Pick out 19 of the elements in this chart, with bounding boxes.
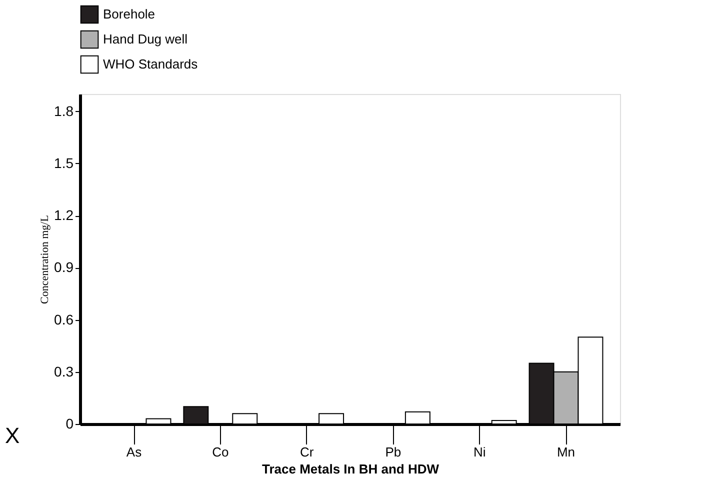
x-axis-title: Trace Metals In BH and HDW <box>262 462 440 476</box>
y-tick-label: 0.9 <box>54 259 74 276</box>
text: X <box>5 423 20 448</box>
y-tick-label: 1.5 <box>54 154 74 171</box>
x-tick-label: Pb <box>385 444 402 460</box>
x-tick-label: Mn <box>556 444 576 460</box>
y-tick-label: 1.8 <box>54 102 74 119</box>
y-tick-label: 0 <box>66 416 74 432</box>
y-tick-label: 0.6 <box>54 311 74 328</box>
x-tick-label: Ni <box>473 444 486 460</box>
x-tick-label: Co <box>212 444 229 460</box>
x-tick-label: Cr <box>300 444 314 460</box>
legend-label: Borehole <box>103 6 156 22</box>
y-tick-label: 1.2 <box>54 207 74 224</box>
y-axis-title: Concentration mg/L <box>39 214 52 304</box>
y-tick-label: 0.3 <box>54 363 74 380</box>
x-tick-label: As <box>126 444 142 460</box>
legend-label: Hand Dug well <box>103 32 188 46</box>
legend-label: WHO Standards <box>103 56 198 72</box>
